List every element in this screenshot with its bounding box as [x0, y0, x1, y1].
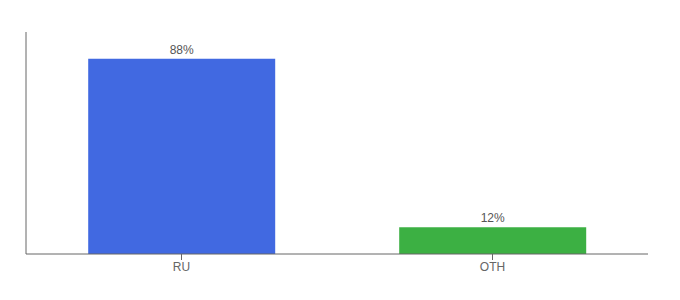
- svg-text:RU: RU: [173, 260, 190, 274]
- svg-text:12%: 12%: [481, 211, 505, 225]
- svg-text:88%: 88%: [170, 43, 194, 57]
- svg-text:OTH: OTH: [480, 260, 505, 274]
